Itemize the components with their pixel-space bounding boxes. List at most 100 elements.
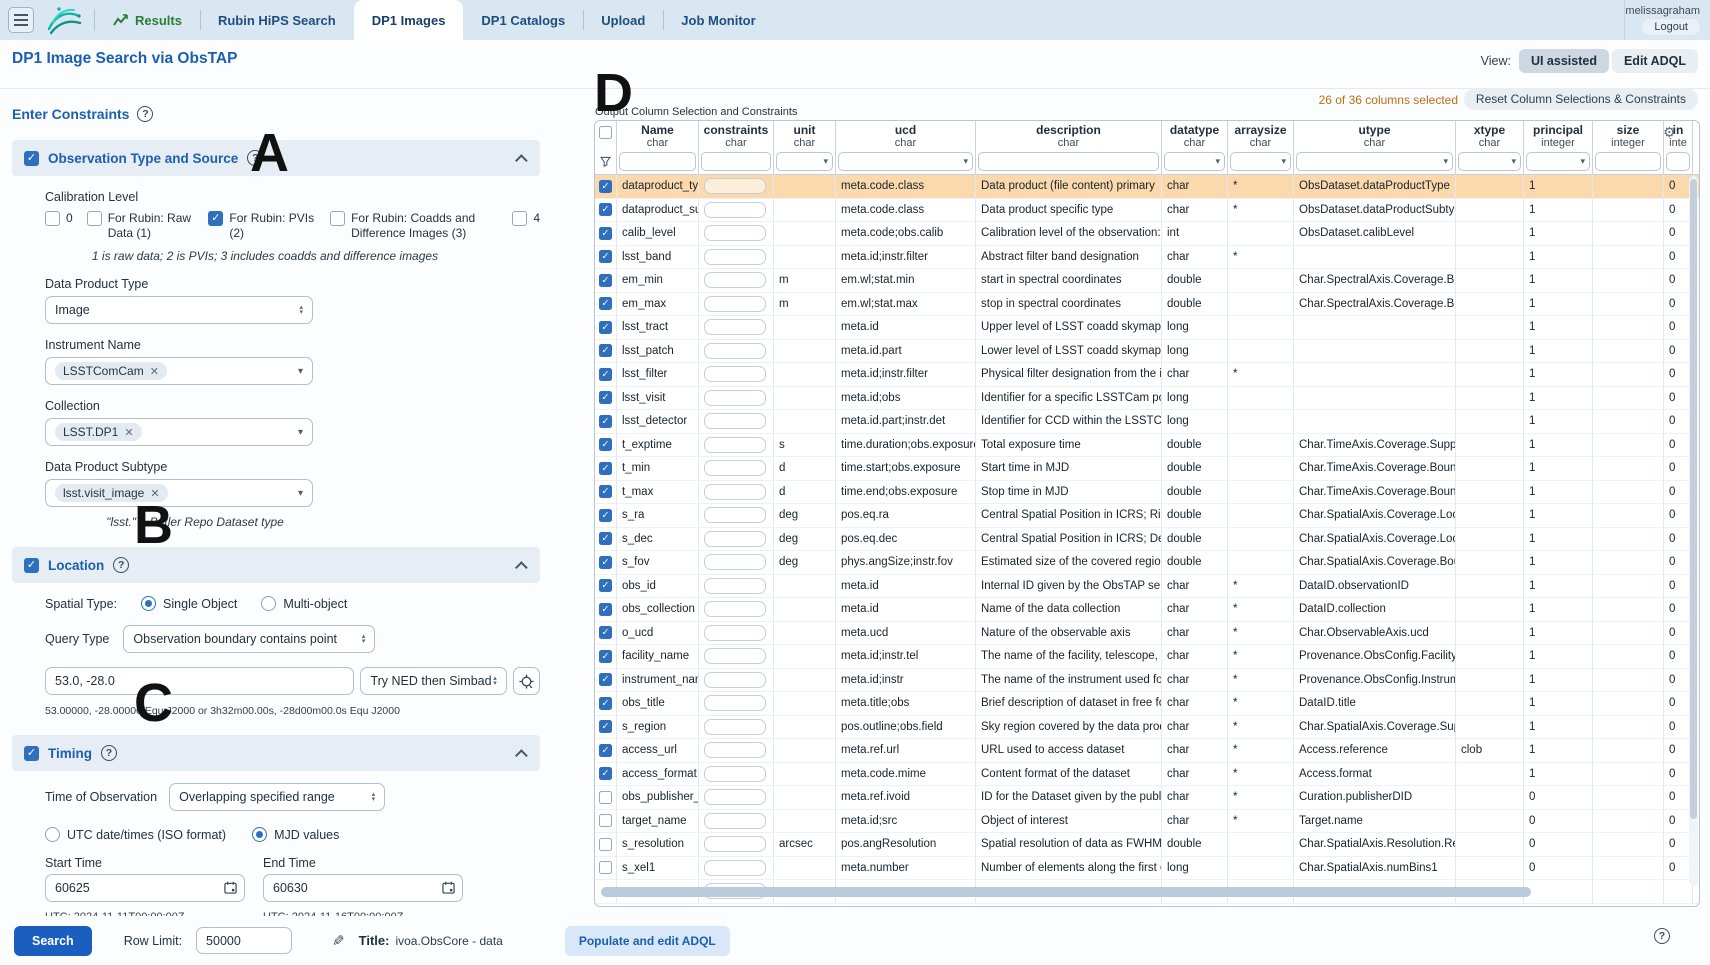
constraint-input[interactable] [704,859,766,876]
row-checkbox[interactable]: ✓ [599,414,612,428]
table-options-gear-icon[interactable]: ⚙ [1663,124,1676,140]
row-checkbox[interactable]: ✓ [599,508,612,522]
row-checkbox[interactable]: ✓ [599,814,612,828]
constraint-input[interactable] [704,483,766,500]
row-checkbox[interactable]: ✓ [599,273,612,287]
table-row[interactable]: ✓ obs_collection meta.id Name of the data c… [595,598,1699,622]
observation-type-help-icon[interactable]: ? [247,150,264,166]
table-row[interactable]: ✓ s_resolution arcsecpos.angResolutionSpat… [595,833,1699,857]
calendar-icon[interactable] [224,881,237,899]
table-row[interactable]: ✓ t_min d time.start;obs.exposure Start time… [595,457,1699,481]
vertical-scrollbar[interactable] [1689,176,1698,886]
table-row[interactable]: ✓ t_max d time.end;obs.exposure Stop time in… [595,480,1699,504]
collection-select[interactable]: LSST.DP1 ✕ ▾ [45,418,313,446]
location-help-icon[interactable]: ? [113,557,130,573]
hamburger-menu-icon[interactable] [8,7,34,33]
table-row[interactable]: ✓ facility_name meta.id;instr.tel The name … [595,645,1699,669]
table-row[interactable]: ✓ lsst_filter meta.id;instr.filter Physical… [595,363,1699,387]
end-time-input[interactable] [263,874,463,902]
constraints-help-icon[interactable]: ? [137,106,154,122]
section-location-checkbox[interactable]: ✓ [24,557,39,573]
constraint-input[interactable] [704,554,766,571]
edit-title-pencil-icon[interactable]: ✎ [332,932,345,950]
section-collapse-chevron-icon[interactable] [515,153,528,167]
tab-results[interactable]: Results [95,0,200,40]
view-edit-adql-button[interactable]: Edit ADQL [1611,49,1698,73]
row-checkbox[interactable]: ✓ [599,743,612,757]
row-checkbox[interactable]: ✓ [599,673,612,687]
table-row[interactable]: ✓ lsst_detector meta.id.part;instr.det Iden… [595,410,1699,434]
constraint-input[interactable] [704,201,766,218]
constraint-input[interactable] [704,342,766,359]
coordinates-input[interactable] [45,667,355,695]
constraint-input[interactable] [704,671,766,688]
constraint-input[interactable] [704,601,766,618]
table-row[interactable]: ✓ lsst_patch meta.id.part Lower level of LS… [595,339,1699,363]
row-checkbox[interactable]: ✓ [599,720,612,734]
row-checkbox[interactable]: ✓ [599,344,612,358]
filter-select-utype[interactable]: ▾ [1296,152,1453,171]
constraint-input[interactable] [704,366,766,383]
filter-select-xtype[interactable]: ▾ [1458,152,1521,171]
table-row[interactable]: ✓ obs_title meta.title;obs Brief descriptio… [595,692,1699,716]
table-row[interactable]: ✓ access_url meta.ref.url URL used to acces… [595,739,1699,763]
tab-job-monitor[interactable]: Job Monitor [663,0,773,40]
spatial-single-object-radio[interactable]: Single Object [141,596,237,611]
filter-input-size[interactable] [1595,152,1661,171]
table-row[interactable]: ✓ access_format meta.code.mime Content form… [595,762,1699,786]
utc-format-radio[interactable]: UTC date/times (ISO format) [45,827,226,842]
table-row[interactable]: ✓ em_min m em.wl;stat.min start in spectral … [595,269,1699,293]
tab-upload[interactable]: Upload [583,0,663,40]
constraint-input[interactable] [704,460,766,477]
row-checkbox[interactable]: ✓ [599,250,612,264]
tab-dp1-catalogs[interactable]: DP1 Catalogs [481,12,566,28]
table-row[interactable]: ✓ s_dec deg pos.eq.dec Central Spatial Posit… [595,527,1699,551]
calib-option-0[interactable]: ✓0 [45,211,73,226]
calib-option-4[interactable]: ✓4 [512,211,540,226]
chip-remove-icon[interactable]: ✕ [124,426,134,439]
timing-help-icon[interactable]: ? [101,745,118,761]
filter-input-Name[interactable] [619,152,696,171]
table-row[interactable]: ✓ lsst_tract meta.id Upper level of LSST co… [595,316,1699,340]
filter-input-constraints[interactable] [701,152,771,171]
constraint-input[interactable] [704,413,766,430]
row-checkbox[interactable]: ✓ [599,438,612,452]
filter-select-datatype[interactable]: ▾ [1164,152,1225,171]
constraint-input[interactable] [704,836,766,853]
constraint-input[interactable] [704,436,766,453]
row-checkbox[interactable]: ✓ [599,297,612,311]
constraint-input[interactable] [704,530,766,547]
row-checkbox[interactable]: ✓ [599,837,612,851]
table-row[interactable]: ✓ t_exptime s time.duration;obs.exposure Tot… [595,433,1699,457]
row-checkbox[interactable]: ✓ [599,626,612,640]
section-timing-checkbox[interactable]: ✓ [24,745,39,761]
constraint-input[interactable] [704,389,766,406]
row-limit-input[interactable] [196,927,293,954]
chip-remove-icon[interactable]: ✕ [150,487,160,500]
select-all-checkbox[interactable]: ✓ [599,126,612,139]
instrument-name-select[interactable]: LSSTComCam ✕ ▾ [45,357,313,385]
constraint-input[interactable] [704,225,766,242]
logout-button[interactable]: Logout [1642,19,1700,35]
constraint-input[interactable] [704,695,766,712]
filter-input-description[interactable] [978,152,1159,171]
mjd-values-radio[interactable]: MJD values [252,827,339,842]
row-checkbox[interactable]: ✓ [599,790,612,804]
constraint-input[interactable] [704,624,766,641]
tab-dp1-images[interactable]: DP1 Images [353,0,464,40]
row-checkbox[interactable]: ✓ [599,203,612,217]
constraint-input[interactable] [704,272,766,289]
constraint-input[interactable] [704,812,766,829]
row-checkbox[interactable]: ✓ [599,649,612,663]
data-product-type-select[interactable]: Image ▴ ▾ [45,296,313,324]
view-ui-assisted-button[interactable]: UI assisted [1518,49,1609,73]
calib-option-coadds[interactable]: ✓For Rubin: Coadds and Difference Images… [330,211,498,241]
section-observation-type-header[interactable]: ✓ Observation Type and Source ? [12,140,540,176]
section-collapse-chevron-icon[interactable] [515,560,528,574]
target-resolve-button[interactable] [512,667,540,695]
row-checkbox[interactable]: ✓ [599,367,612,381]
section-timing-header[interactable]: ✓ Timing ? [12,735,540,771]
